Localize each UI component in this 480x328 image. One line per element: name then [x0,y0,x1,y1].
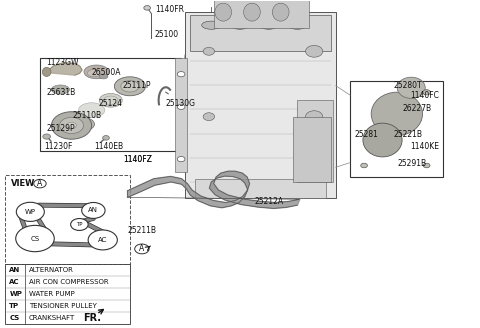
Text: TP: TP [76,222,83,227]
Text: 25110B: 25110B [72,111,102,119]
Bar [190,15,331,51]
Text: 25130G: 25130G [166,99,196,108]
Circle shape [34,179,46,188]
Bar [185,12,336,198]
Circle shape [306,46,323,57]
Text: 26500A: 26500A [92,68,121,77]
Circle shape [60,117,84,133]
Polygon shape [128,171,300,208]
Ellipse shape [104,96,118,105]
Text: 25212A: 25212A [254,197,284,206]
Circle shape [135,244,149,254]
Text: AIR CON COMPRESSOR: AIR CON COMPRESSOR [29,279,108,285]
Text: 1140FC: 1140FC [410,91,439,100]
Ellipse shape [121,81,139,92]
Circle shape [67,122,76,129]
Bar [298,100,333,182]
Bar [175,58,187,172]
Text: 25291B: 25291B [398,159,427,169]
Text: WATER PUMP: WATER PUMP [29,291,74,297]
Ellipse shape [78,103,105,117]
Text: 25280T: 25280T [393,81,422,90]
Text: VIEW: VIEW [11,179,36,188]
Circle shape [51,112,92,139]
Text: AC: AC [98,237,108,243]
Circle shape [203,48,215,55]
Text: 25211B: 25211B [128,226,156,236]
Text: TENSIONER PULLEY: TENSIONER PULLEY [29,303,96,309]
Circle shape [82,202,105,218]
Ellipse shape [230,21,250,29]
Text: CS: CS [30,236,39,241]
Text: 25129P: 25129P [46,124,75,133]
Ellipse shape [272,3,289,21]
Text: 25221B: 25221B [393,130,422,139]
Ellipse shape [42,67,51,76]
Text: 1140FZ: 1140FZ [123,154,152,164]
Ellipse shape [84,65,109,79]
Text: AN: AN [9,267,21,273]
Text: FR.: FR. [83,313,101,323]
Ellipse shape [288,21,307,29]
Circle shape [103,135,109,140]
Text: WP: WP [9,291,22,297]
Text: 25281: 25281 [355,130,379,139]
Bar [40,58,181,151]
Circle shape [177,156,185,162]
Ellipse shape [202,21,221,29]
Text: 26227B: 26227B [403,104,432,113]
Bar [293,117,331,182]
Text: A: A [37,179,43,188]
Text: 1140FZ: 1140FZ [123,154,152,164]
Circle shape [423,163,430,168]
Text: 25111P: 25111P [123,81,151,90]
Text: 25124: 25124 [99,99,123,108]
Ellipse shape [51,85,70,94]
Ellipse shape [215,3,232,21]
Bar [214,0,310,29]
Text: AC: AC [9,279,20,285]
Bar [194,179,326,198]
Circle shape [361,163,367,168]
Circle shape [43,134,50,139]
Text: AN: AN [88,207,98,214]
Text: 1140EB: 1140EB [94,142,123,151]
Ellipse shape [371,92,422,135]
Text: 1123GW: 1123GW [46,58,79,67]
Ellipse shape [99,74,108,79]
Bar [5,264,130,324]
Text: 11230F: 11230F [44,142,72,151]
Text: A: A [139,244,144,254]
Circle shape [71,218,88,231]
Ellipse shape [114,77,145,96]
Text: 1140FR: 1140FR [155,5,184,14]
Circle shape [177,72,185,77]
Circle shape [177,104,185,110]
Circle shape [16,202,44,221]
Text: CS: CS [9,315,20,321]
Bar [350,81,444,177]
Circle shape [423,90,431,95]
Circle shape [88,230,117,250]
Circle shape [16,225,54,252]
Ellipse shape [397,77,425,98]
Circle shape [306,111,323,123]
Circle shape [144,6,151,10]
Text: 25631B: 25631B [46,88,75,97]
Ellipse shape [363,123,402,157]
Ellipse shape [259,21,278,29]
Ellipse shape [87,70,101,77]
Circle shape [203,113,215,121]
Text: CRANKSHAFT: CRANKSHAFT [29,315,75,321]
Ellipse shape [74,118,95,130]
Bar [5,175,130,264]
Ellipse shape [243,3,260,21]
Text: WP: WP [25,209,36,215]
Text: 25100: 25100 [155,31,179,39]
Ellipse shape [99,93,122,107]
Polygon shape [46,63,82,75]
Text: ALTERNATOR: ALTERNATOR [29,267,73,273]
Text: 1140KE: 1140KE [410,142,439,151]
Text: TP: TP [9,303,19,309]
